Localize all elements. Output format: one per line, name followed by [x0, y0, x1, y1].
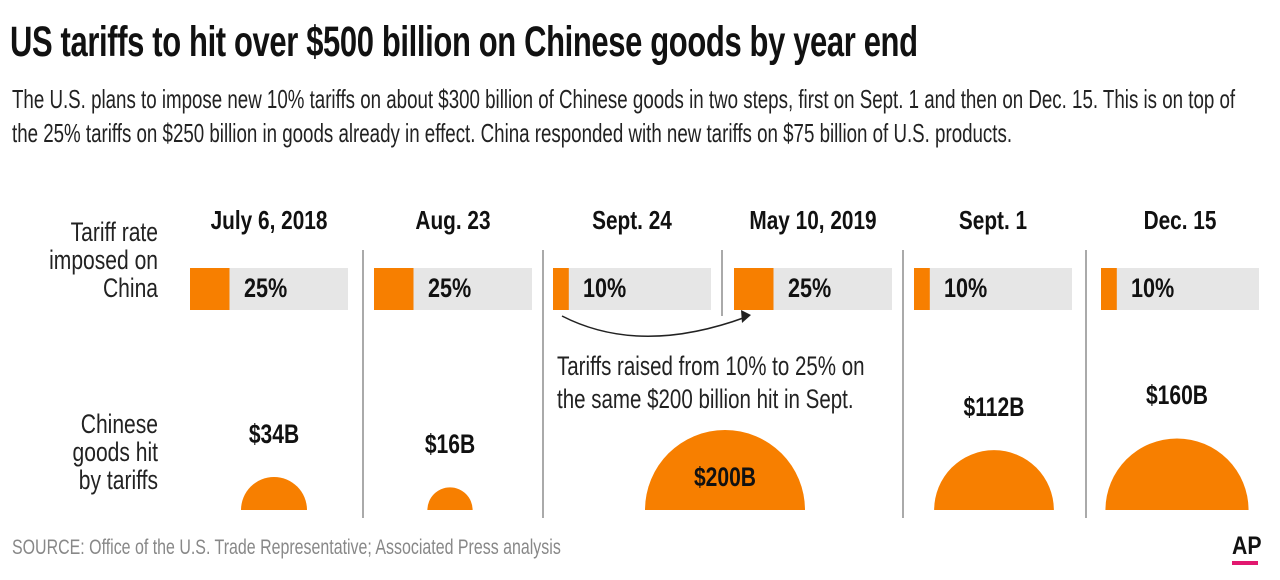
tariff-bar-fill — [190, 268, 230, 310]
chart-subtitle: The U.S. plans to impose new 10% tariffs… — [12, 84, 1236, 148]
arrowhead-icon — [741, 310, 751, 323]
goods-dome — [427, 487, 473, 510]
goods-dome — [241, 477, 307, 510]
tariff-rate-label: 25% — [243, 273, 287, 303]
tariff-rate-label: 25% — [787, 273, 831, 303]
column-date: May 10, 2019 — [749, 205, 877, 235]
tariff-rate-label: 25% — [427, 273, 471, 303]
goods-dome — [645, 430, 805, 510]
column-date: Sept. 1 — [958, 205, 1028, 235]
tariff-bar-fill — [914, 268, 930, 310]
row-label-goods: Chinese goods hit by tariffs — [72, 409, 158, 495]
goods-dome — [1105, 438, 1249, 510]
column-date: Aug. 23 — [415, 205, 491, 235]
row-label-tariff-rate: Tariff rate imposed on China — [49, 217, 158, 303]
tariff-bar-track — [553, 268, 711, 310]
goods-dome — [934, 450, 1054, 510]
annotation-text: Tariffs raised from 10% to 25% on the sa… — [557, 351, 865, 414]
chart-title: US tariffs to hit over $500 billion on C… — [10, 18, 918, 66]
tariff-rate-label: 10% — [582, 273, 627, 303]
goods-value-label: $34B — [248, 419, 300, 449]
source-note: SOURCE: Office of the U.S. Trade Represe… — [12, 536, 561, 559]
tariff-bar-fill — [1101, 268, 1117, 310]
goods-value-label: $200B — [693, 462, 757, 492]
tariff-bar-track — [914, 268, 1072, 310]
annotation-arrow — [561, 315, 747, 337]
goods-value-label: $16B — [424, 429, 476, 460]
tariff-bar-fill — [374, 268, 414, 310]
column-date: Dec. 15 — [1143, 205, 1217, 235]
tariff-bar-fill — [553, 268, 569, 310]
tariff-rate-label: 10% — [1130, 273, 1175, 303]
ap-logo: AP — [1232, 532, 1262, 560]
column-date: Sept. 24 — [592, 205, 672, 235]
ap-logo-underline — [1232, 561, 1258, 565]
tariff-bar-fill — [734, 268, 774, 310]
tariff-rate-label: 10% — [943, 273, 988, 303]
tariff-bar-track — [1101, 268, 1259, 310]
goods-value-label: $160B — [1145, 380, 1209, 411]
column-date: July 6, 2018 — [210, 205, 328, 235]
goods-value-label: $112B — [963, 392, 1025, 423]
